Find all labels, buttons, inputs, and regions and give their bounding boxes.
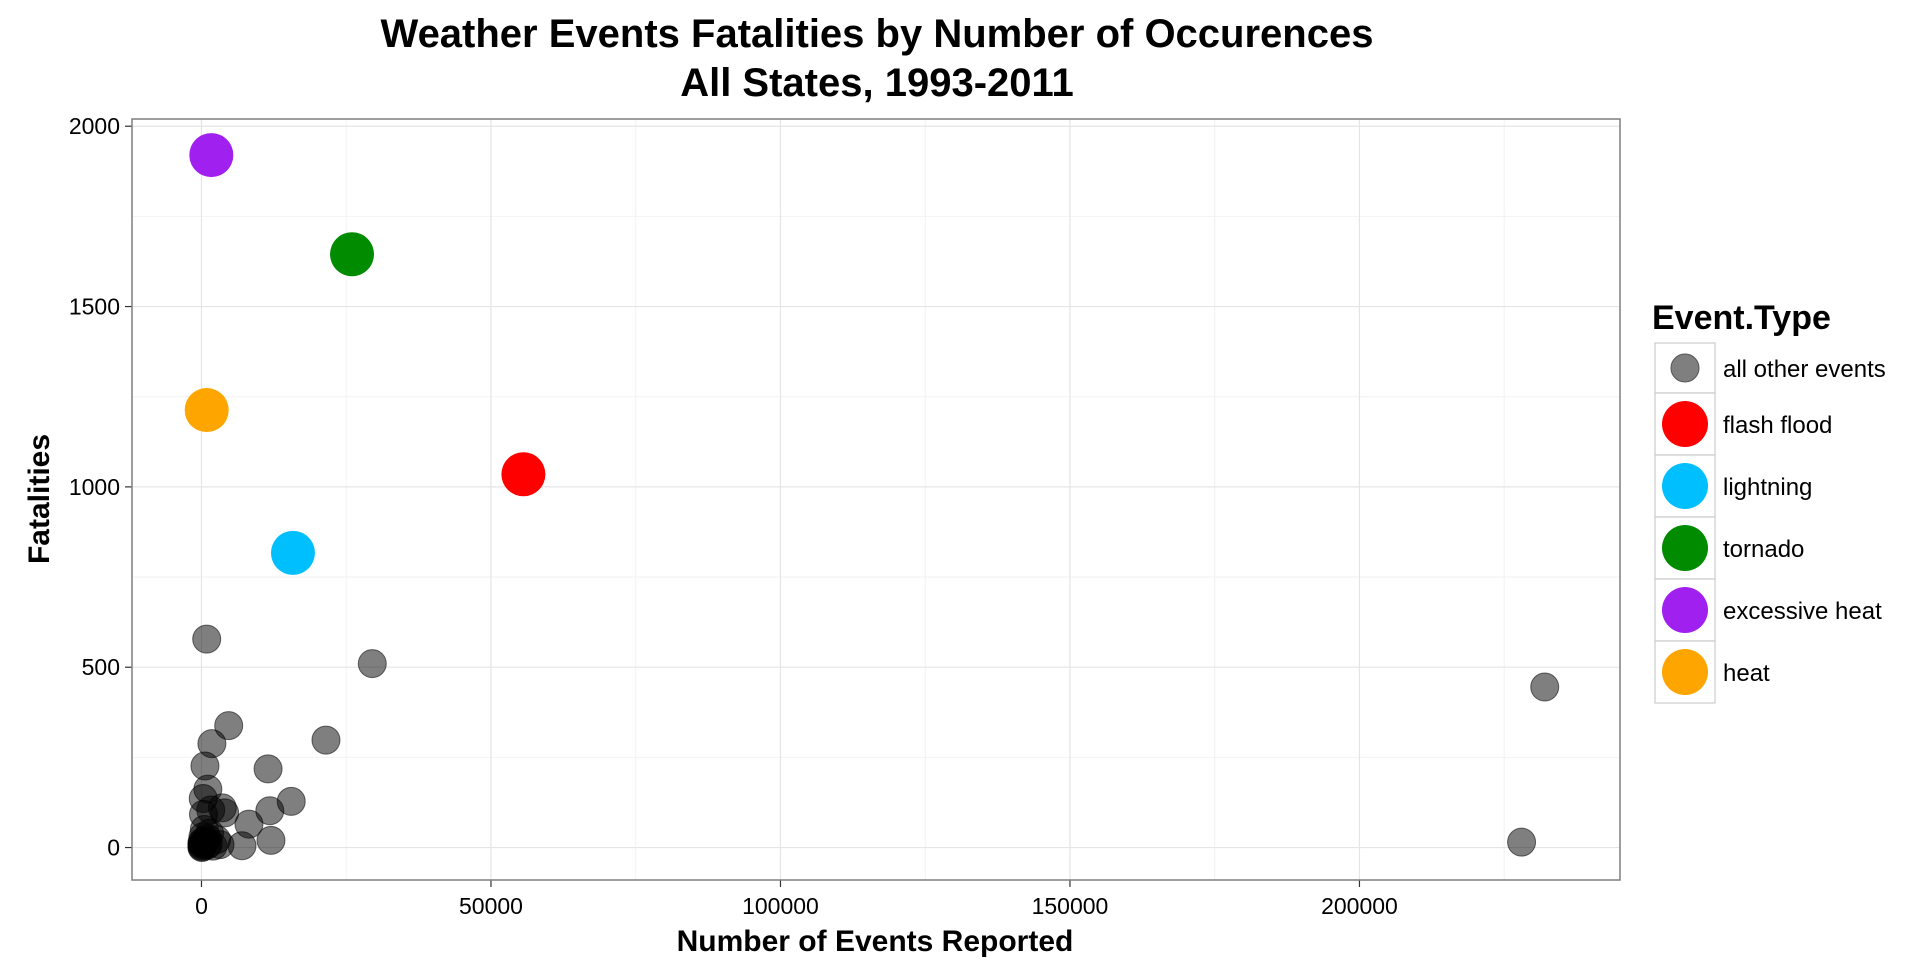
y-axis-title: Fatalities: [23, 434, 56, 564]
data-point: [189, 133, 234, 178]
chart-subtitle: All States, 1993-2011: [680, 61, 1074, 105]
legend-title: Event.Type: [1652, 299, 1831, 337]
data-point: [198, 831, 228, 861]
plot-area: 0 50000 100000 150000 200000 0 500 1000 1500 2000: [69, 113, 1621, 919]
legend-label: heat: [1723, 660, 1770, 687]
y-tick-label: 2000: [69, 113, 120, 139]
series-flash-flood: [501, 452, 546, 497]
legend-key: [1654, 342, 1716, 394]
y-tick-label: 1500: [69, 294, 120, 320]
data-point: [253, 754, 283, 784]
y-tick-label: 1000: [69, 474, 120, 500]
legend-label: all other events: [1723, 356, 1886, 383]
data-point: [192, 624, 222, 654]
legend-swatch: [1662, 649, 1708, 695]
data-point: [357, 649, 387, 679]
legend-label: lightning: [1723, 474, 1812, 501]
data-point: [501, 452, 546, 497]
data-point: [1530, 672, 1560, 702]
data-point: [270, 530, 315, 575]
plot-border: [131, 118, 1621, 881]
chart-title: Weather Events Fatalities by Number of O…: [381, 12, 1374, 56]
legend-label: tornado: [1723, 536, 1804, 563]
legend-label: flash flood: [1723, 412, 1832, 439]
data-point: [190, 751, 220, 781]
legend-swatch: [1662, 463, 1708, 509]
x-tick-label: 100000: [742, 893, 819, 919]
legend-swatch: [1662, 401, 1708, 447]
x-axis-title: Number of Events Reported: [677, 925, 1074, 958]
legend: Event.Type all other events flash flood li…: [1652, 299, 1886, 704]
data-point: [214, 711, 244, 741]
legend-swatch: [1670, 353, 1700, 383]
data-point: [255, 796, 285, 826]
x-tick-label: 200000: [1321, 893, 1398, 919]
data-point: [1507, 827, 1537, 857]
series-heat: [184, 388, 229, 433]
data-point: [311, 725, 341, 755]
plot-panel: [132, 119, 1620, 880]
y-tick-label: 500: [82, 654, 120, 680]
data-point: [256, 825, 286, 855]
x-tick-label: 0: [195, 893, 208, 919]
x-tick-label: 50000: [459, 893, 523, 919]
data-point: [184, 388, 229, 433]
series-lightning: [270, 530, 315, 575]
series-tornado: [330, 232, 375, 277]
y-tick-label: 0: [107, 835, 120, 861]
data-point: [330, 232, 375, 277]
series-excessive-heat: [189, 133, 234, 178]
x-tick-label: 150000: [1032, 893, 1109, 919]
legend-items: all other events flash flood lightning torn…: [1654, 342, 1886, 704]
legend-swatch: [1662, 587, 1708, 633]
series-all-other-events: [187, 624, 1560, 863]
legend-label: excessive heat: [1723, 598, 1882, 625]
legend-swatch: [1662, 525, 1708, 571]
